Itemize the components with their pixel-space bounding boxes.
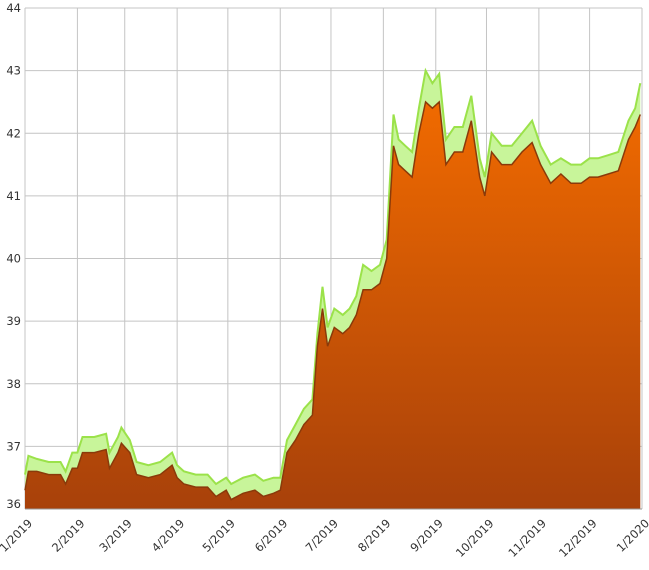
x-tick-label: 4/2019 bbox=[149, 516, 188, 555]
y-tick-label: 40 bbox=[6, 252, 21, 266]
x-tick-label: 11/2019 bbox=[505, 516, 549, 560]
x-tick-label: 7/2019 bbox=[303, 516, 342, 555]
x-tick-label: 2/2019 bbox=[49, 516, 88, 555]
y-tick-label: 37 bbox=[6, 439, 21, 453]
lower-series-line bbox=[24, 100, 641, 501]
upper-series-line bbox=[24, 67, 642, 486]
lower-series-area bbox=[25, 101, 641, 510]
series-areas bbox=[24, 67, 642, 510]
x-tick-label: 6/2019 bbox=[252, 516, 291, 555]
upper-band-area bbox=[25, 70, 641, 500]
y-tick-label: 44 bbox=[6, 1, 21, 15]
y-tick-label: 39 bbox=[6, 314, 21, 328]
x-tick-label: 1/2020 bbox=[614, 516, 649, 555]
y-tick-label: 38 bbox=[6, 377, 21, 391]
y-tick-label: 36 bbox=[6, 497, 21, 511]
x-tick-label: 10/2019 bbox=[453, 516, 497, 560]
x-tick-label: 8/2019 bbox=[355, 516, 394, 555]
x-tick-label: 5/2019 bbox=[199, 516, 238, 555]
y-tick-label: 43 bbox=[6, 64, 21, 78]
x-tick-label: 12/2019 bbox=[556, 516, 600, 560]
x-tick-label: 3/2019 bbox=[96, 516, 135, 555]
x-tick-label: 9/2019 bbox=[407, 516, 446, 555]
y-tick-label: 42 bbox=[6, 126, 21, 140]
y-tick-label: 41 bbox=[6, 189, 21, 203]
x-tick-label: 1/2019 bbox=[0, 516, 35, 555]
